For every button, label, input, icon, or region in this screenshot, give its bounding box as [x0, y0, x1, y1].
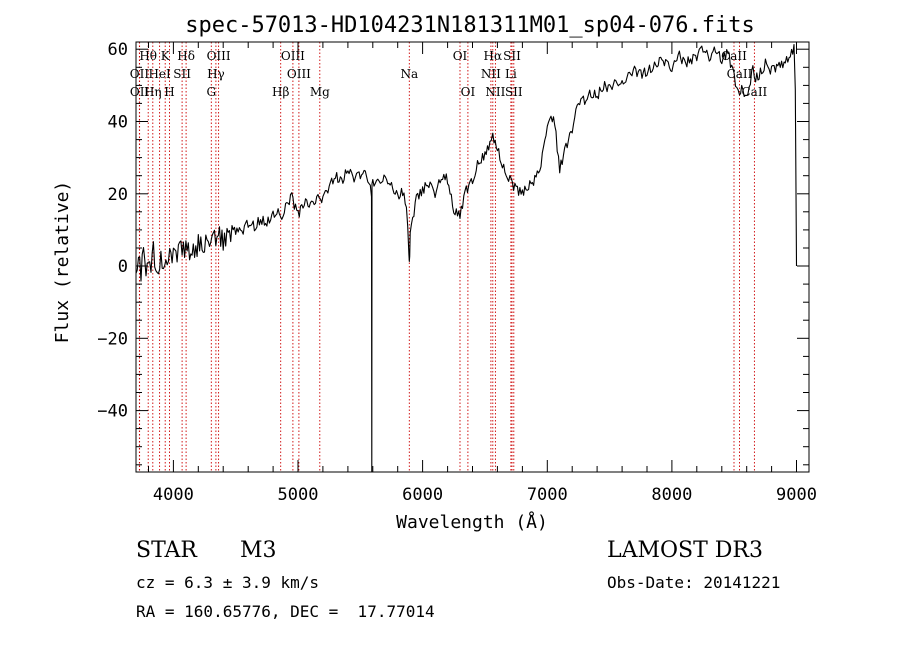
- y-tick-label-3: 20: [108, 185, 128, 205]
- line-label-0: Hθ: [139, 49, 157, 63]
- observation-date: Obs-Date: 20141221: [607, 573, 781, 592]
- chart-title: spec-57013-HD104231N181311M01_sp04-076.f…: [185, 13, 755, 38]
- line-label-26: CaII: [727, 67, 753, 81]
- x-axis-label: Wavelength (Å): [396, 511, 548, 533]
- survey-name: LAMOST DR3: [607, 538, 763, 563]
- x-tick-label-1: 5000: [278, 485, 319, 505]
- object-type: STAR: [136, 538, 197, 563]
- line-label-24: SII: [505, 85, 523, 99]
- line-label-11: G: [207, 85, 217, 99]
- line-label-7: H: [164, 85, 174, 99]
- line-label-3: HeI: [148, 67, 171, 81]
- line-label-15: Mg: [310, 85, 330, 99]
- x-tick-label-3: 7000: [527, 485, 568, 505]
- line-label-19: Hα: [484, 49, 503, 63]
- plot-frame: [135, 41, 810, 473]
- x-tick-label-5: 9000: [776, 485, 817, 505]
- y-tick-label-0: −40: [97, 402, 128, 422]
- y-tick-label-5: 60: [108, 40, 128, 60]
- line-label-21: NII: [485, 85, 505, 99]
- line-label-22: SII: [503, 49, 521, 63]
- line-label-6: SII: [173, 67, 191, 81]
- flux-line: [136, 43, 798, 472]
- x-tick-label-0: 4000: [153, 485, 194, 505]
- line-label-9: OIII: [207, 49, 231, 63]
- y-axis-label: Flux (relative): [52, 181, 73, 344]
- line-label-1: OII: [130, 67, 150, 81]
- line-label-8: Hδ: [177, 49, 195, 63]
- axis-tick-labels: 4000 5000 6000 7000 8000 9000 −40 −20 0 20 40 60: [97, 40, 817, 505]
- line-label-27: CaII: [741, 85, 767, 99]
- line-label-14: Hβ: [272, 85, 289, 99]
- line-label-12: OIII: [281, 49, 305, 63]
- line-label-20: NII: [481, 67, 501, 81]
- line-label-10: Hγ: [207, 67, 225, 81]
- spectrum-series: [136, 43, 798, 472]
- line-label-18: OI: [461, 85, 476, 99]
- line-label-2: OII: [130, 85, 150, 99]
- line-label-17: OI: [453, 49, 468, 63]
- y-tick-label-4: 40: [108, 113, 128, 133]
- axis-ticks: [136, 42, 809, 472]
- line-label-23: Li: [505, 67, 517, 81]
- x-tick-label-4: 8000: [651, 485, 692, 505]
- y-tick-label-1: −20: [97, 329, 128, 349]
- spectral-line-markers: [138, 42, 755, 472]
- y-tick-label-2: 0: [118, 257, 128, 277]
- x-tick-label-2: 6000: [402, 485, 443, 505]
- object-subclass: M3: [240, 538, 277, 563]
- line-label-5: K: [161, 49, 171, 63]
- line-label-13: OIII: [287, 67, 311, 81]
- line-label-16: Na: [400, 67, 418, 81]
- redshift-velocity: cz = 6.3 ± 3.9 km/s: [136, 573, 320, 592]
- sky-coordinates: RA = 160.65776, DEC = 17.77014: [136, 602, 435, 621]
- line-label-4: Hη: [144, 85, 162, 99]
